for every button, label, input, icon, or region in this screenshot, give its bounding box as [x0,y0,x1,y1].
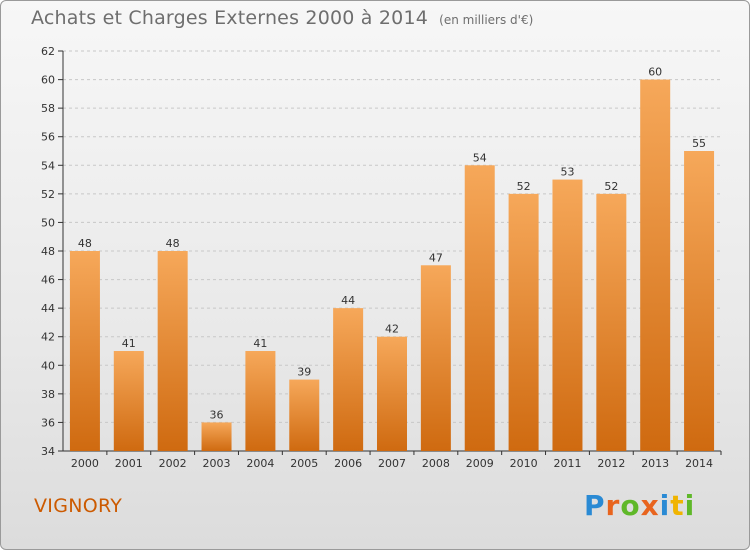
x-tick-label-2005: 2005 [290,457,318,470]
y-tick-label: 58 [41,102,55,115]
bar-2014 [684,151,715,451]
bars [69,79,715,452]
logo-letter: r [605,489,621,522]
logo-letter: P [584,489,606,522]
proxiti-logo: Proxiti [584,489,695,522]
chart-subtitle: (en milliers d'€) [439,13,534,27]
data-label-2000: 48 [78,237,92,250]
logo-letter: t [670,489,685,522]
y-tick-label: 50 [41,216,55,229]
logo-letter: o [620,489,641,522]
data-label-2014: 55 [692,137,706,150]
y-tick-label: 36 [41,416,55,429]
x-tick-label-2011: 2011 [553,457,581,470]
data-label-2012: 52 [604,180,618,193]
data-label-2001: 41 [122,337,136,350]
y-tick-label: 38 [41,388,55,401]
x-tick-label-2008: 2008 [422,457,450,470]
bar-2009 [464,165,495,452]
x-tick-label-2001: 2001 [115,457,143,470]
logo-letter: i [684,489,696,522]
location-name: VIGNORY [34,495,123,517]
bar-2003 [201,422,232,451]
x-tick-label-2010: 2010 [510,457,538,470]
x-tick-label-2000: 2000 [71,457,99,470]
y-tick-label: 42 [41,331,55,344]
data-label-2005: 39 [297,366,311,379]
x-tick-label-2007: 2007 [378,457,406,470]
bar-2008 [420,265,451,451]
x-tick-label-2006: 2006 [334,457,362,470]
data-label-2011: 53 [560,166,574,179]
bar-2005 [289,379,320,451]
bar-2000 [69,251,100,451]
x-tick-label-2004: 2004 [246,457,274,470]
data-label-2013: 60 [648,66,662,79]
y-tick-label: 54 [41,159,55,172]
x-tick-label-2002: 2002 [159,457,187,470]
y-tick-label: 40 [41,359,55,372]
bar-2010 [508,193,539,451]
bar-2007 [377,336,407,451]
y-tick-label: 62 [41,45,55,58]
data-label-2010: 52 [517,180,531,193]
logo-letter: i [659,489,671,522]
data-label-2004: 41 [253,337,267,350]
bar-2012 [596,193,627,451]
y-tick-label: 44 [41,302,55,315]
x-tick-label-2013: 2013 [641,457,669,470]
bar-2002 [157,251,188,451]
bar-2006 [333,308,364,451]
y-tick-label: 56 [41,131,55,144]
y-tick-label: 34 [41,445,55,458]
x-tick-label-2003: 2003 [203,457,231,470]
x-tick-label-2009: 2009 [466,457,494,470]
x-tick-label-2012: 2012 [597,457,625,470]
x-tick-label-2014: 2014 [685,457,713,470]
bar-2001 [113,351,144,451]
title-row: Achats et Charges Externes 2000 à 2014 (… [31,7,533,29]
y-tick-label: 60 [41,74,55,87]
data-label-2002: 48 [166,237,180,250]
y-tick-label: 46 [41,274,55,287]
chart-title: Achats et Charges Externes 2000 à 2014 [31,7,429,29]
y-tick-label: 52 [41,188,55,201]
logo-letter: x [640,489,660,522]
data-label-2003: 36 [210,408,224,421]
labels: 34 36 38 40 42 44 46 48 50 52 54 56 58 60 62 2000 48 2001… [41,45,713,470]
bar-2011 [552,179,583,452]
bar-2013 [640,79,671,452]
y-tick-label: 48 [41,245,55,258]
data-label-2007: 42 [385,323,399,336]
data-label-2006: 44 [341,294,355,307]
data-label-2009: 54 [473,151,487,164]
data-label-2008: 47 [429,251,443,264]
bar-2004 [245,351,276,451]
